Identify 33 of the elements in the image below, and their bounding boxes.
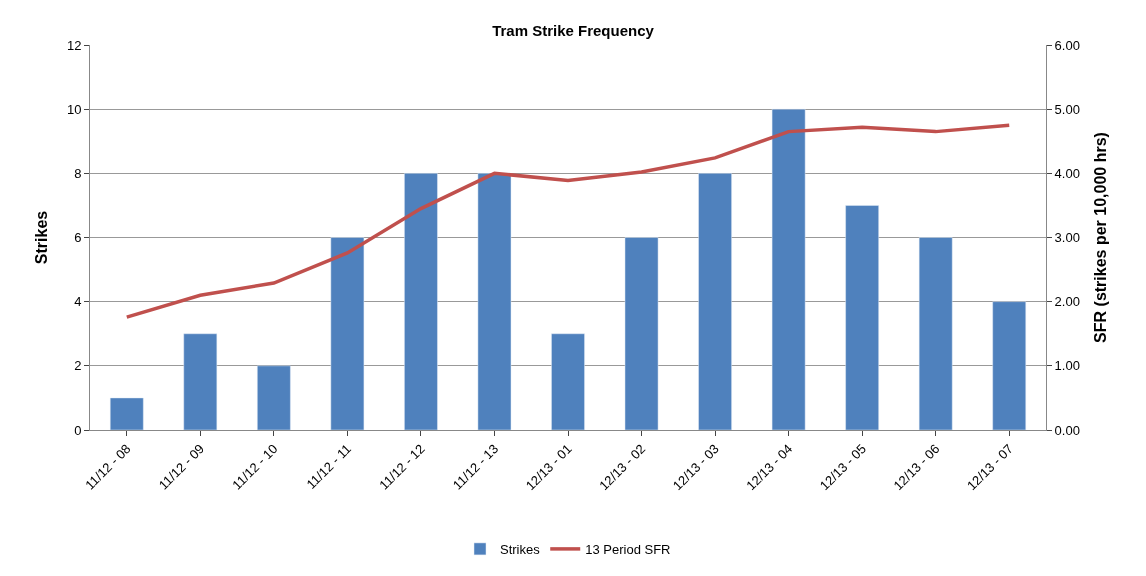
y-tick-label: 10: [66, 101, 82, 117]
bar: [918, 237, 953, 430]
line-series: [125, 123, 1011, 319]
y-tick-label: 0: [74, 422, 82, 438]
y2-tick-label: 0.00: [1054, 422, 1080, 438]
bar: [109, 397, 144, 430]
y2-tick-label: 4.00: [1054, 165, 1080, 181]
chart-title: Tram Strike Frequency: [492, 22, 655, 40]
y2-tick-label: 6.00: [1054, 37, 1080, 53]
y2-tick-label: 5.00: [1054, 101, 1080, 117]
bar: [183, 333, 218, 430]
y2-axis-title: SFR (strikes per 10,000 hrs): [1091, 132, 1109, 343]
y-tick-label: 12: [66, 37, 82, 53]
y2-tick-label: 1.00: [1054, 358, 1080, 374]
y-tick-label: 2: [74, 358, 82, 374]
bar: [404, 173, 438, 430]
bar: [992, 301, 1027, 430]
bar: [698, 173, 732, 430]
legend-label: Strikes: [500, 541, 541, 557]
y2-tick-label: 3.00: [1054, 230, 1080, 246]
bar: [477, 173, 512, 430]
legend-label: 13 Period SFR: [585, 541, 671, 557]
y-tick-label: 6: [74, 230, 82, 246]
bar: [257, 365, 291, 430]
y-tick-label: 4: [74, 294, 82, 310]
bar: [551, 333, 585, 430]
y-axis-title: Strikes: [32, 210, 50, 265]
y2-tick-label: 2.00: [1054, 294, 1080, 310]
bar: [771, 108, 806, 430]
bar: [845, 205, 879, 430]
bar: [624, 237, 659, 430]
bar: [330, 237, 365, 430]
y-tick-label: 8: [74, 165, 82, 181]
